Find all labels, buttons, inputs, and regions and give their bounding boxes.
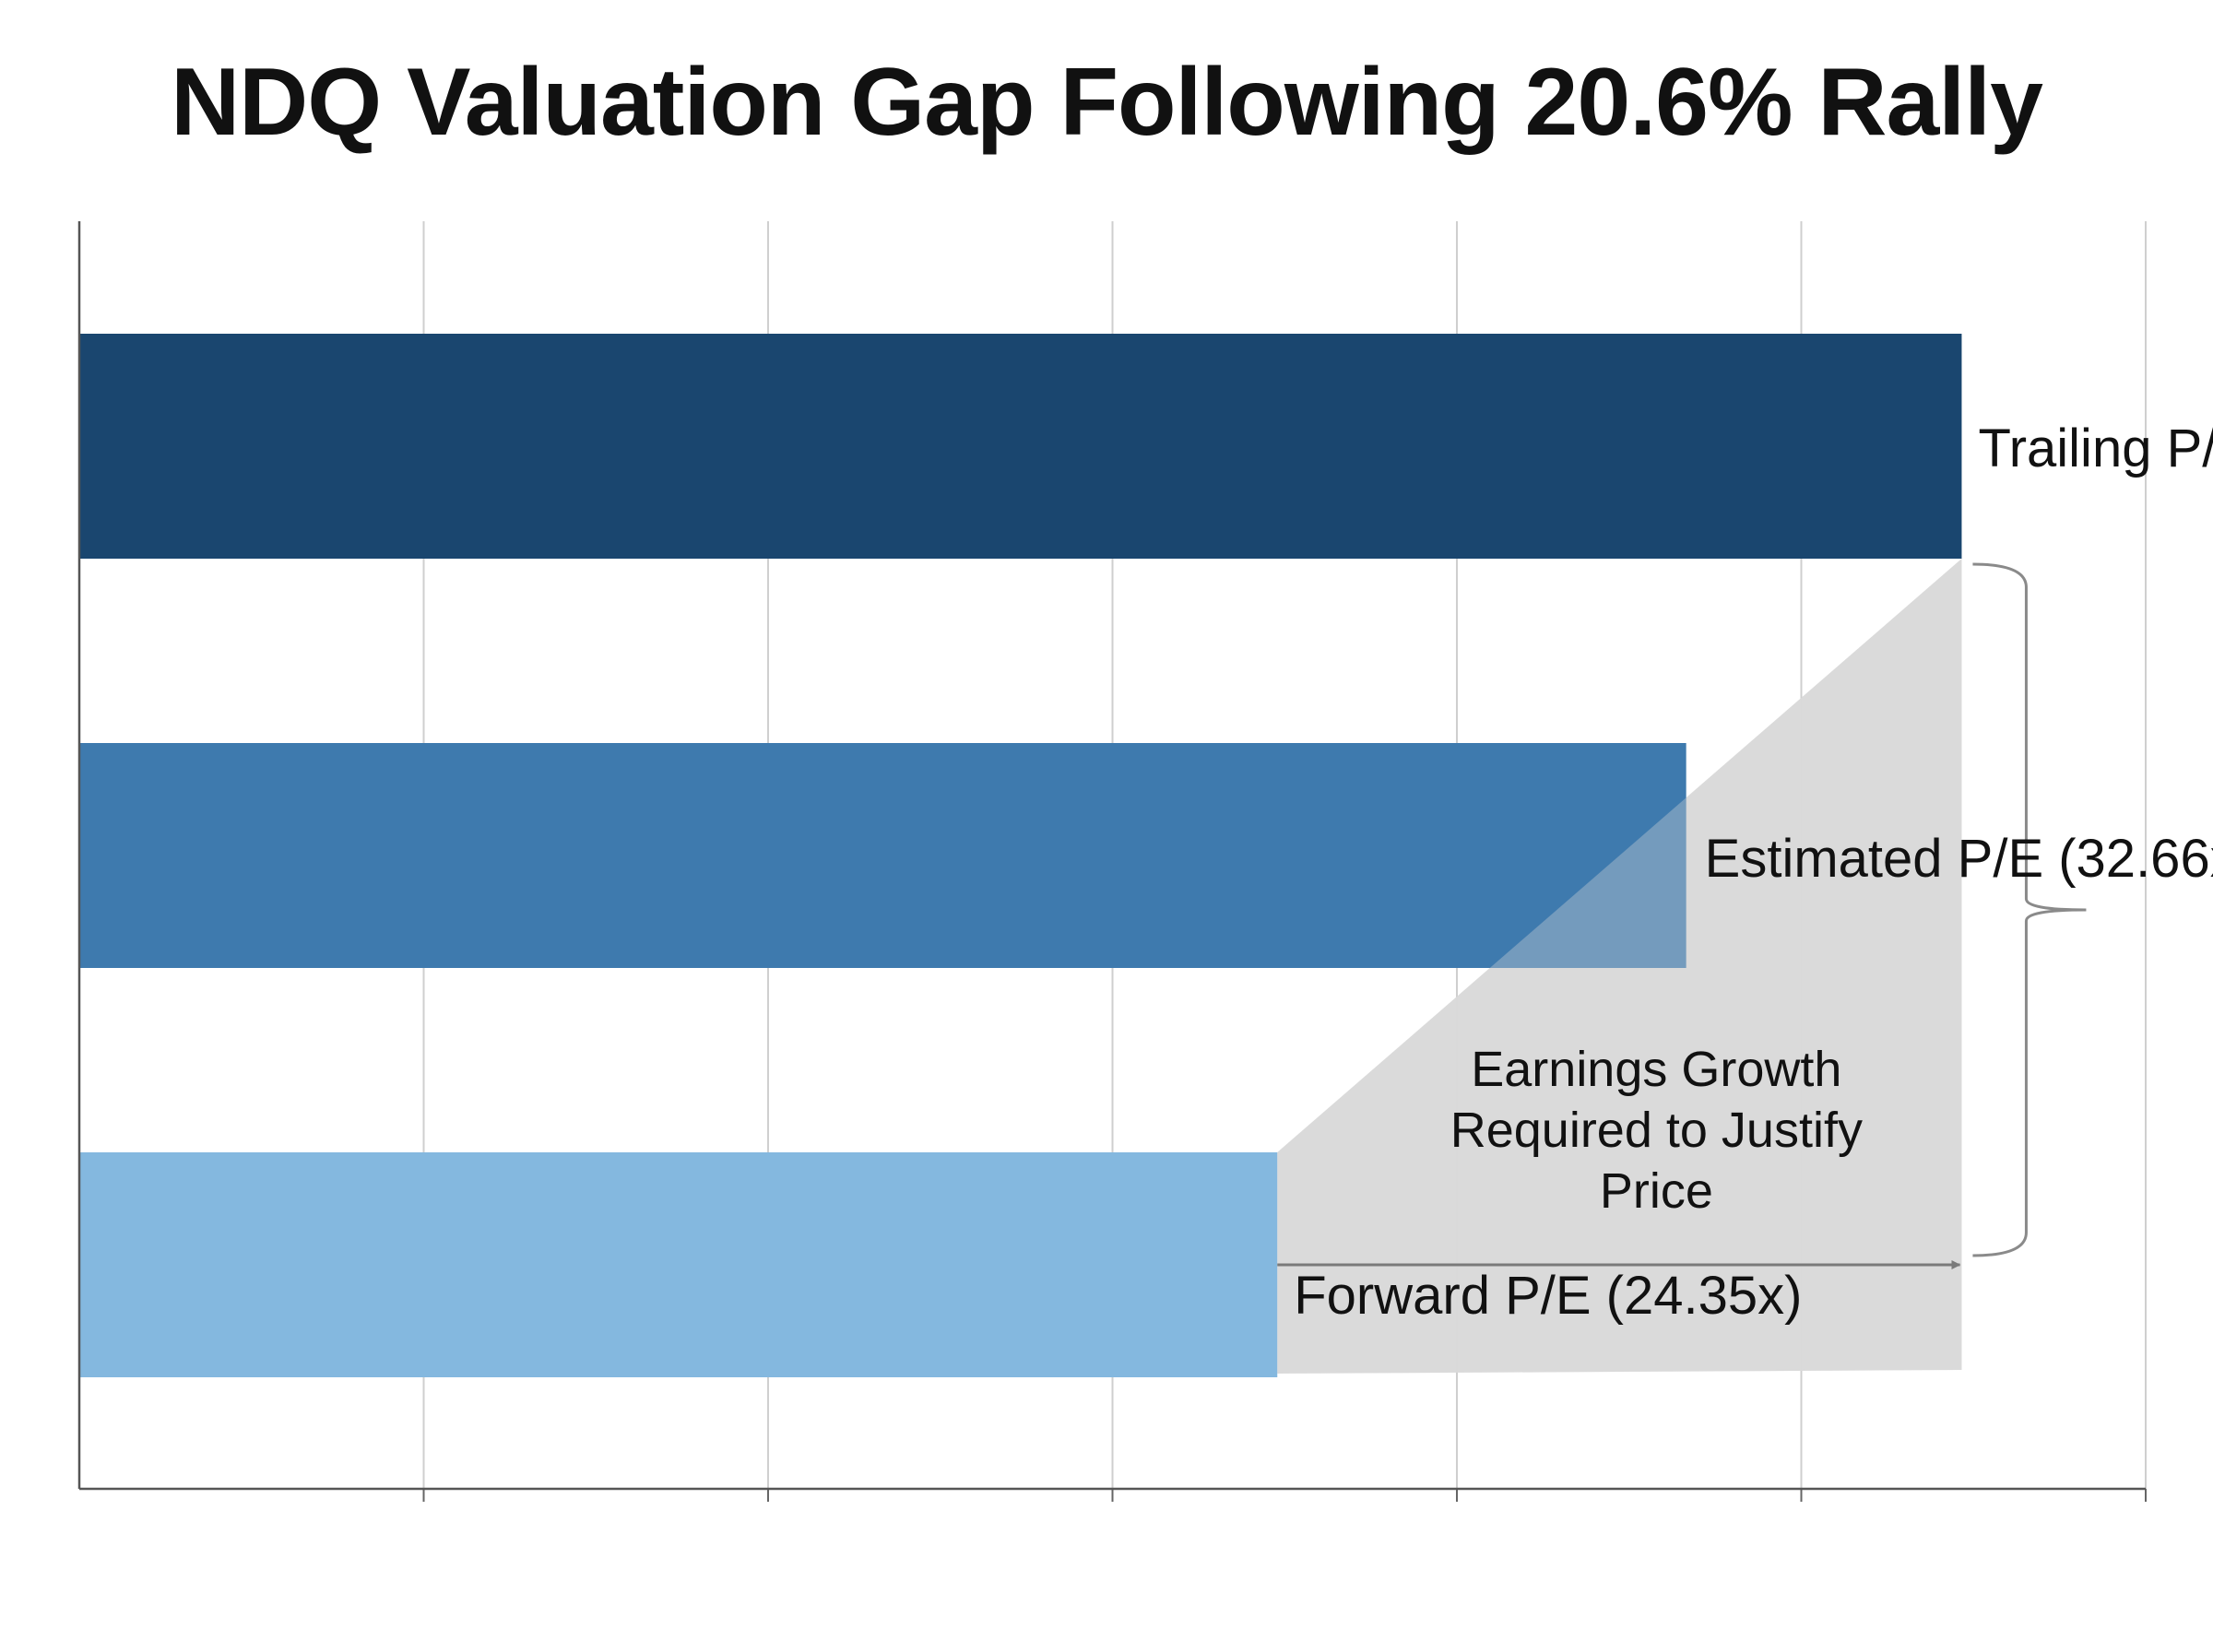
annotation-line: Earnings Growth	[1471, 1042, 1841, 1097]
axes	[77, 221, 2147, 1502]
bar-data-label: Forward P/E (24.35x)	[1294, 1266, 1802, 1326]
bars	[79, 334, 1962, 1377]
bar-trailing-p-e	[79, 334, 1962, 559]
bar-labels: Trailing P/E (38.26x) Estimated P/E (32.6…	[1294, 419, 2213, 1326]
chart-title: NDQ Valuation Gap Following 20.6% Rally	[171, 49, 2043, 156]
bar-forward-p-e	[79, 1152, 1278, 1377]
annotation-line: Price	[1600, 1163, 1713, 1219]
gap-brace	[1972, 562, 2087, 1257]
annotation-line: Required to Justify	[1450, 1103, 1863, 1158]
bar-data-label: Trailing P/E (38.26x)	[1978, 419, 2213, 478]
bar-data-label: Estimated P/E (32.66x)	[1705, 829, 2213, 889]
growth-gap-overlay	[1277, 559, 1962, 1374]
bar-estimated-p-e	[79, 743, 1686, 968]
